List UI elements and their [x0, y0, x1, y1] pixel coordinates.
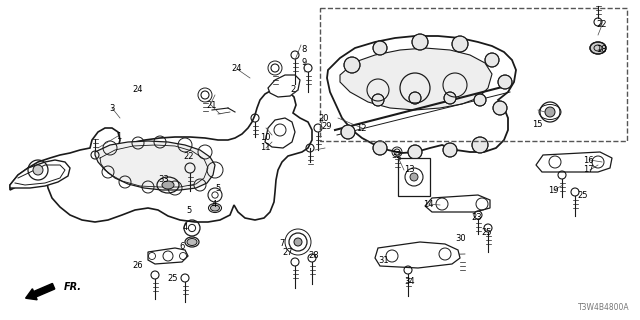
Text: 32: 32: [392, 151, 402, 160]
Ellipse shape: [341, 125, 355, 139]
Ellipse shape: [590, 42, 606, 54]
Ellipse shape: [409, 92, 421, 104]
Text: 18: 18: [596, 45, 607, 54]
Ellipse shape: [162, 181, 174, 189]
Polygon shape: [375, 242, 460, 268]
Ellipse shape: [410, 173, 418, 181]
Ellipse shape: [444, 92, 456, 104]
Text: 30: 30: [456, 234, 466, 243]
Polygon shape: [425, 195, 490, 212]
Bar: [398, 158, 430, 196]
Text: 11: 11: [260, 143, 271, 152]
Polygon shape: [10, 160, 70, 188]
Polygon shape: [327, 36, 516, 153]
Text: 24: 24: [232, 64, 242, 73]
Ellipse shape: [474, 94, 486, 106]
Polygon shape: [148, 248, 188, 264]
Text: FR.: FR.: [63, 282, 82, 292]
Text: 23: 23: [472, 213, 482, 222]
Ellipse shape: [373, 141, 387, 155]
Ellipse shape: [211, 205, 220, 211]
Text: 21: 21: [206, 101, 216, 110]
Text: 22: 22: [596, 20, 607, 28]
Text: 29: 29: [321, 122, 332, 131]
Polygon shape: [95, 141, 215, 190]
Ellipse shape: [485, 53, 499, 67]
Ellipse shape: [408, 145, 422, 159]
Ellipse shape: [545, 107, 555, 117]
Text: 28: 28: [308, 252, 319, 260]
Ellipse shape: [472, 137, 488, 153]
Ellipse shape: [373, 41, 387, 55]
Text: 19: 19: [548, 186, 559, 195]
Text: 33: 33: [158, 175, 168, 184]
Text: 2: 2: [291, 85, 296, 94]
Text: 4: 4: [183, 223, 188, 232]
Text: 6: 6: [180, 242, 185, 251]
Text: 8: 8: [301, 45, 307, 54]
Text: 26: 26: [132, 261, 143, 270]
Ellipse shape: [452, 36, 468, 52]
Text: 25: 25: [168, 274, 178, 283]
Ellipse shape: [33, 165, 43, 175]
Text: 14: 14: [424, 200, 434, 209]
Ellipse shape: [294, 238, 302, 246]
Text: 31: 31: [379, 256, 389, 265]
Text: 25: 25: [481, 228, 492, 236]
Polygon shape: [10, 89, 312, 222]
Ellipse shape: [372, 94, 384, 106]
Text: 15: 15: [532, 120, 543, 129]
Ellipse shape: [498, 75, 512, 89]
Ellipse shape: [187, 238, 197, 245]
Text: 3: 3: [109, 104, 115, 113]
FancyArrow shape: [26, 284, 55, 300]
Text: 20: 20: [318, 114, 328, 123]
Polygon shape: [268, 75, 300, 97]
Ellipse shape: [443, 143, 457, 157]
Text: 1: 1: [116, 132, 121, 140]
Text: 27: 27: [283, 248, 293, 257]
Ellipse shape: [412, 34, 428, 50]
Text: 5: 5: [186, 206, 191, 215]
Polygon shape: [340, 48, 492, 110]
Text: 24: 24: [132, 85, 143, 94]
Text: T3W4B4800A: T3W4B4800A: [579, 303, 630, 312]
Text: 34: 34: [404, 277, 415, 286]
Polygon shape: [536, 152, 612, 172]
Text: 12: 12: [356, 124, 367, 132]
Text: 17: 17: [584, 165, 594, 174]
Text: 4: 4: [212, 200, 217, 209]
Text: 9: 9: [301, 58, 307, 67]
Polygon shape: [265, 118, 295, 148]
Text: 16: 16: [584, 156, 594, 164]
Text: 25: 25: [577, 191, 588, 200]
Text: 13: 13: [404, 165, 415, 174]
Ellipse shape: [493, 101, 507, 115]
Text: 5: 5: [215, 184, 220, 193]
Ellipse shape: [344, 57, 360, 73]
Text: 10: 10: [260, 133, 271, 142]
Text: 7: 7: [279, 239, 284, 248]
Text: 22: 22: [184, 152, 194, 161]
